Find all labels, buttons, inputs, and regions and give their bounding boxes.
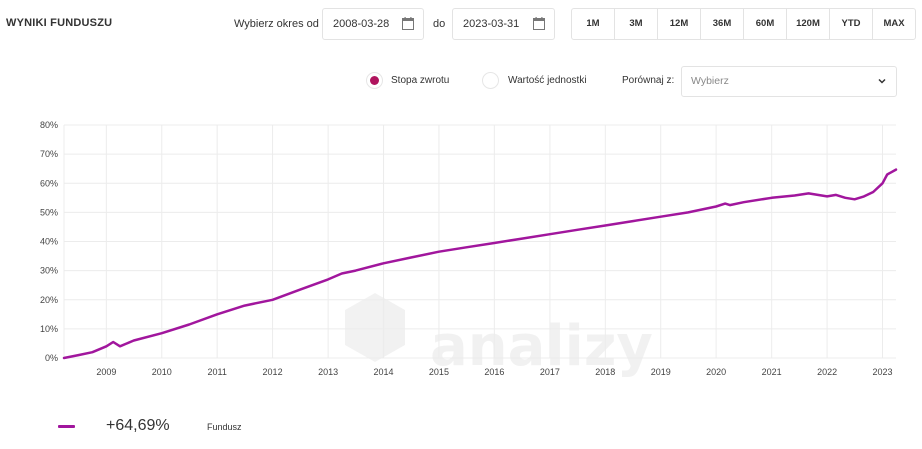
period-button-1m[interactable]: 1M <box>572 9 615 39</box>
x-tick-label: 2021 <box>762 367 782 377</box>
x-tick-label: 2015 <box>429 367 449 377</box>
period-button-36m[interactable]: 36M <box>701 9 744 39</box>
x-tick-label: 2017 <box>540 367 560 377</box>
compare-select[interactable]: Wybierz <box>681 66 897 97</box>
x-tick-label: 2022 <box>817 367 837 377</box>
legend-series-name: Fundusz <box>207 422 242 432</box>
radio-return[interactable] <box>366 72 383 89</box>
radio-return-label: Stopa zwrotu <box>391 75 450 86</box>
radio-unit-value-label: Wartość jednostki <box>508 75 587 86</box>
date-from-value: 2008-03-28 <box>333 18 390 30</box>
compare-label: Porównaj z: <box>622 75 675 86</box>
chevron-down-icon <box>878 78 886 84</box>
x-tick-label: 2009 <box>96 367 116 377</box>
y-tick-label: 70% <box>40 149 58 159</box>
period-selector: 1M 3M 12M 36M 60M 120M YTD MAX <box>571 8 916 40</box>
date-to-value: 2023-03-31 <box>463 18 520 30</box>
x-tick-label: 2016 <box>484 367 504 377</box>
compare-select-value: Wybierz <box>691 75 729 87</box>
y-tick-label: 0% <box>45 353 58 363</box>
period-button-3m[interactable]: 3M <box>615 9 658 39</box>
period-button-ytd[interactable]: YTD <box>830 9 873 39</box>
y-tick-label: 10% <box>40 324 58 334</box>
y-tick-label: 60% <box>40 178 58 188</box>
period-button-120m[interactable]: 120M <box>787 9 830 39</box>
series-line-fundusz <box>62 168 898 360</box>
period-button-max[interactable]: MAX <box>883 18 905 29</box>
x-tick-label: 2023 <box>872 367 892 377</box>
y-tick-label: 30% <box>40 266 58 276</box>
radio-unit-value[interactable] <box>482 72 499 89</box>
page-title: WYNIKI FUNDUSZU <box>6 17 113 29</box>
y-tick-label: 50% <box>40 207 58 217</box>
svg-text:analizy: analizy <box>430 314 653 379</box>
x-tick-label: 2019 <box>651 367 671 377</box>
x-tick-label: 2014 <box>374 367 394 377</box>
x-tick-label: 2018 <box>595 367 615 377</box>
chart: analizy 0% 10% 20% 30% 40% 50% 60% 70% 80% 2009 2… <box>40 120 898 379</box>
x-tick-label: 2020 <box>706 367 726 377</box>
x-tick-label: 2011 <box>207 367 226 377</box>
x-tick-label: 2010 <box>152 367 172 377</box>
calendar-icon[interactable] <box>402 17 414 30</box>
period-button-60m[interactable]: 60M <box>744 9 787 39</box>
y-tick-label: 40% <box>40 237 58 247</box>
x-tick-label: 2012 <box>263 367 283 377</box>
date-to-label: do <box>433 18 446 30</box>
date-to-input[interactable]: 2023-03-31 <box>452 8 555 40</box>
x-tick-label: 2013 <box>318 367 338 377</box>
watermark-logo: analizy <box>345 293 653 379</box>
y-tick-label: 80% <box>40 120 58 130</box>
date-from-input[interactable]: 2008-03-28 <box>322 8 424 40</box>
date-from-label: Wybierz okres od <box>234 18 319 30</box>
period-button-12m[interactable]: 12M <box>658 9 701 39</box>
calendar-icon[interactable] <box>533 17 545 30</box>
legend-return-value: +64,69% <box>106 417 170 434</box>
y-tick-label: 20% <box>40 295 58 305</box>
legend-line-swatch <box>58 425 75 428</box>
